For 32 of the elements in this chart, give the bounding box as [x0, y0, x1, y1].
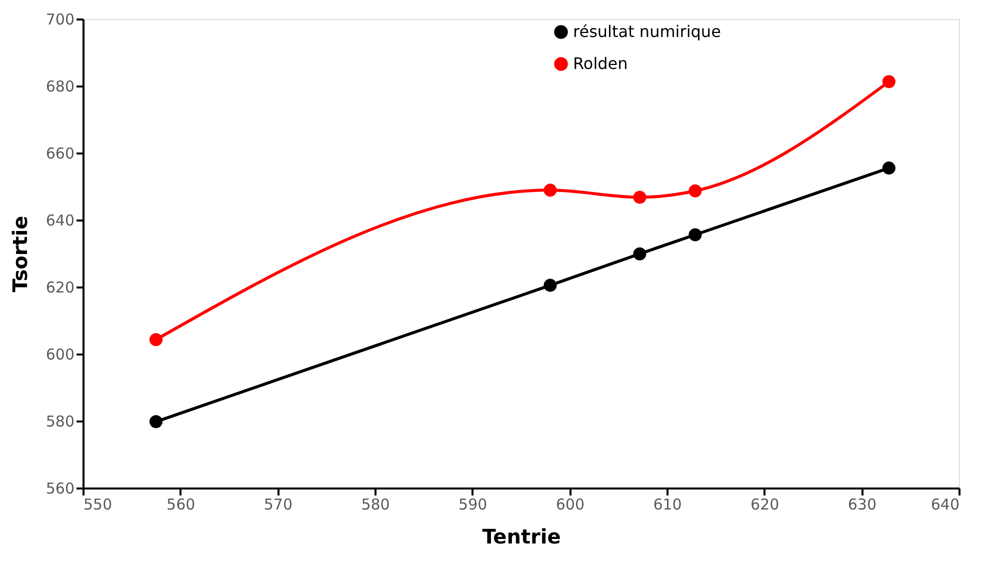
y-tick-label: 680	[46, 78, 74, 96]
x-tick-label: 620	[750, 496, 780, 514]
x-tick-label: 640	[930, 496, 960, 514]
point	[633, 247, 646, 260]
point	[688, 228, 702, 242]
legend-label: Rolden	[573, 54, 628, 73]
point	[149, 333, 163, 346]
x-tick-label: 580	[361, 496, 390, 514]
y-tick-label: 660	[46, 144, 74, 162]
x-tick-label: 610	[653, 496, 682, 514]
x-tick-label: 570	[264, 496, 292, 514]
x-tick-label: 600	[556, 496, 584, 514]
x-tick-label: 560	[166, 496, 196, 514]
y-tick-label: 700	[46, 10, 74, 28]
x-tick-label: 630	[848, 496, 876, 514]
legend-label: résultat numirique	[573, 22, 721, 41]
point	[882, 162, 896, 175]
x-axis-title: Tentrie	[482, 524, 561, 548]
point	[633, 190, 646, 204]
y-axis-title: Tsortie	[8, 216, 32, 292]
point	[688, 184, 702, 198]
y-tick-label: 600	[46, 346, 74, 364]
point	[882, 75, 896, 88]
x-tick-label: 590	[458, 496, 488, 514]
y-tick-label: 560	[46, 480, 74, 498]
point	[544, 278, 557, 292]
y-tick-label: 620	[46, 278, 74, 296]
y-tick-label: 640	[46, 212, 74, 230]
point	[149, 415, 163, 428]
x-tick-label: 550	[84, 496, 112, 514]
y-tick-label: 580	[46, 412, 74, 430]
point	[544, 184, 557, 197]
